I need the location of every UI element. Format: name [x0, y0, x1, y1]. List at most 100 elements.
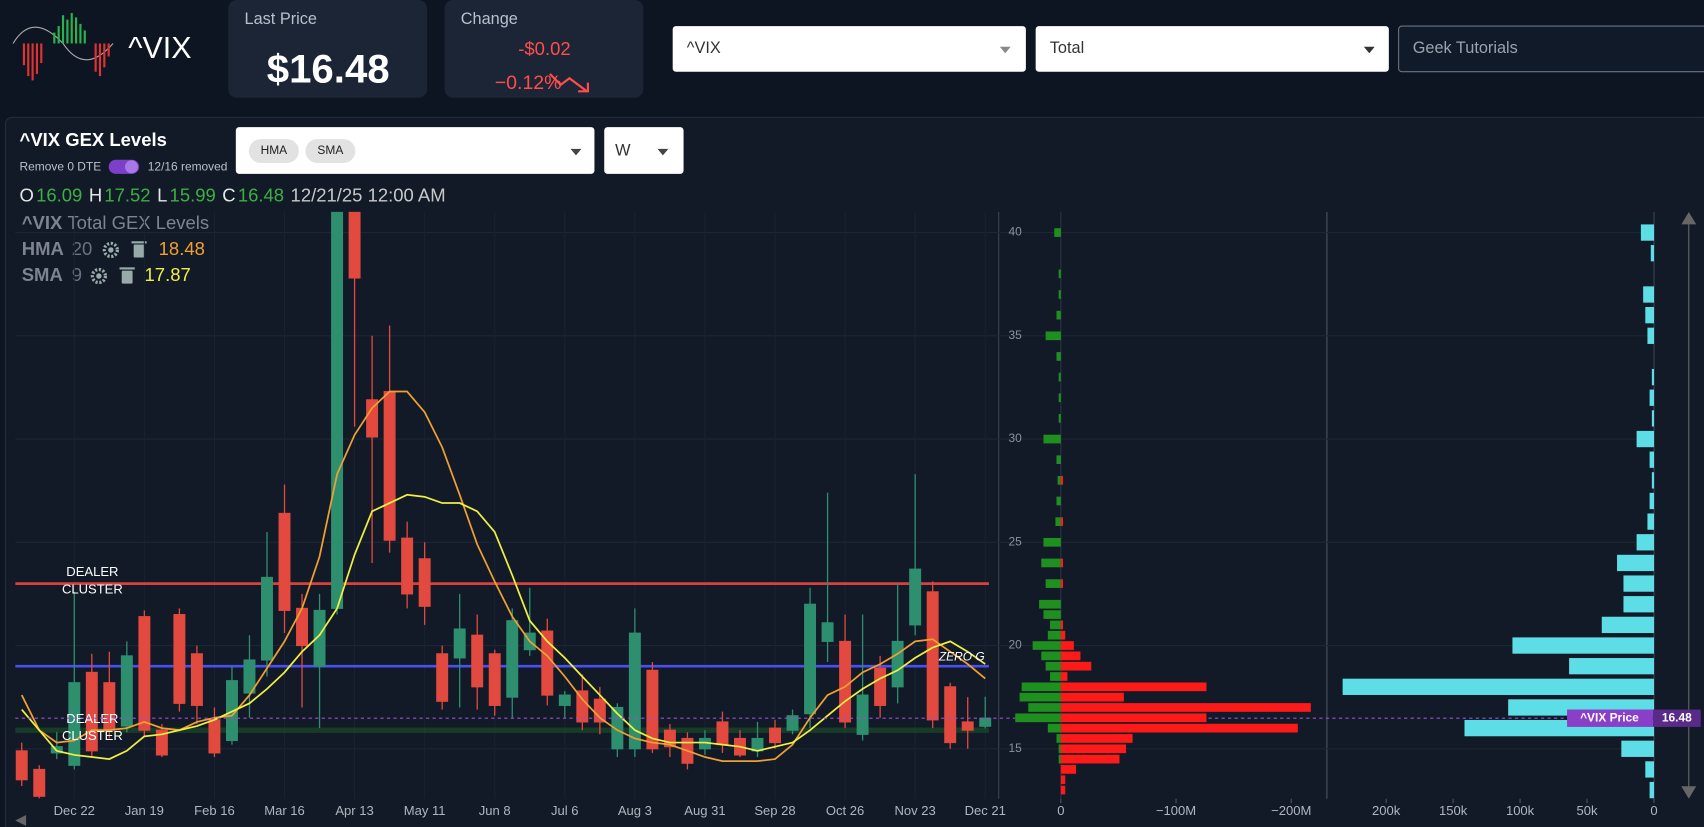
change-card [444, 0, 644, 98]
gex-bar [1056, 352, 1061, 361]
gex-bar [1060, 475, 1064, 485]
legend-label: Total GEX Levels [67, 212, 209, 233]
chip[interactable] [305, 139, 356, 164]
chart-panel [4, 116, 1704, 827]
gex-bar [1050, 620, 1061, 630]
ohlc-value: 16.09 [36, 185, 82, 206]
card-label: Change [461, 10, 518, 28]
candle-body [769, 727, 781, 744]
candle-body [611, 706, 624, 750]
gex-bar [1060, 579, 1064, 588]
candle-body [261, 576, 273, 661]
gex-bar [1050, 672, 1061, 681]
x-tick-label: −200M [1271, 803, 1311, 818]
candle-body [506, 620, 519, 698]
oi-bar [1649, 781, 1655, 799]
candle-body [313, 609, 326, 667]
gex-bar [1054, 228, 1061, 237]
trash-icon [121, 270, 133, 284]
chip-text: SMA [317, 143, 343, 157]
candle-body [243, 659, 256, 694]
x-tick-label: Dec 22 [54, 803, 95, 818]
trash-icon [133, 244, 145, 258]
gex-bar [1060, 692, 1124, 702]
oi-bar [1636, 534, 1655, 551]
x-tick-label: Aug 31 [684, 803, 725, 818]
gex-bar [1043, 434, 1061, 444]
timestamp: 12/21/25 12:00 AM [291, 185, 446, 206]
candle-body [944, 686, 957, 744]
x-tick-label: 0 [1057, 803, 1064, 818]
gex-bar [1019, 692, 1061, 702]
select-value: ^VIX [687, 39, 721, 57]
study-value: 18.48 [159, 238, 205, 259]
x-tick-label: May 11 [404, 803, 446, 818]
search-input[interactable] [1398, 25, 1704, 73]
candle-body [33, 768, 46, 797]
x-tick-label: Apr 13 [335, 803, 373, 818]
gex-bar [1043, 610, 1061, 619]
caret [570, 148, 582, 156]
gex-bar [1060, 682, 1207, 692]
candle-body [558, 694, 571, 706]
candle-body [961, 721, 974, 731]
select-value: Total [1050, 39, 1084, 57]
x-tick-label: Nov 23 [895, 803, 936, 818]
chip[interactable] [248, 139, 299, 164]
candles [15, 211, 992, 799]
candle-body [418, 558, 431, 607]
gex-bar [1056, 496, 1061, 506]
x-tick-label: Jan 19 [125, 803, 164, 818]
symbol-select[interactable] [672, 26, 1026, 72]
price-marker-label: ^VIX Price [1580, 710, 1639, 724]
oi-bar [1651, 472, 1655, 489]
x-tick-label: Oct 26 [826, 803, 864, 818]
gex-bar [1060, 641, 1074, 650]
oi-bar [1649, 389, 1655, 406]
down-arrow [549, 73, 590, 93]
oi-bar [1650, 245, 1655, 262]
gex-bar [1060, 672, 1068, 681]
candle-body [891, 640, 904, 688]
study-value: 17.87 [145, 264, 191, 285]
interval-select[interactable] [604, 127, 684, 174]
candle-body [155, 729, 168, 756]
y-tick-label: 40 [1008, 225, 1022, 239]
gex-bar [1058, 290, 1061, 299]
price-marker-value-box [1652, 709, 1701, 727]
candle-body [628, 632, 641, 750]
caret [657, 148, 669, 156]
gex-bar [1041, 558, 1061, 568]
oi-bar [1601, 616, 1655, 634]
gex-bar [1058, 372, 1061, 382]
trash-lid [119, 267, 135, 270]
gex-bar [1060, 620, 1064, 630]
scroll-left[interactable] [15, 815, 27, 826]
gear-icon [102, 241, 120, 259]
gex-bar [1045, 331, 1061, 341]
oi-bar [1643, 286, 1655, 303]
ohlc-key: L [157, 185, 167, 206]
ohlc-line: O 16.09 H 17.52 L 15.99 C 16.48 12/21/25 12:00 A… [20, 185, 446, 206]
gex-bar [1056, 734, 1061, 743]
ohlc-key: C [222, 185, 235, 206]
candle-body [85, 671, 98, 752]
gex-bar [1060, 630, 1066, 640]
oi-bar [1569, 658, 1655, 675]
oi-bar [1649, 492, 1655, 510]
gex-bar [1060, 713, 1207, 723]
oi-bar [1623, 575, 1655, 592]
gex-bar [1060, 517, 1064, 526]
card-label: Last Price [245, 10, 317, 28]
scroll-arrow[interactable] [1681, 211, 1697, 799]
level-label: DEALER [66, 711, 118, 726]
candle-body [15, 750, 28, 781]
gex-bar [1056, 310, 1061, 320]
gear-icon [90, 267, 108, 285]
study-name: HMA [22, 238, 64, 259]
type-select[interactable] [1035, 26, 1389, 72]
candle-body [436, 653, 449, 702]
candle-body [453, 628, 466, 659]
candle-body [909, 568, 922, 626]
ohlc-value: 17.52 [104, 185, 150, 206]
